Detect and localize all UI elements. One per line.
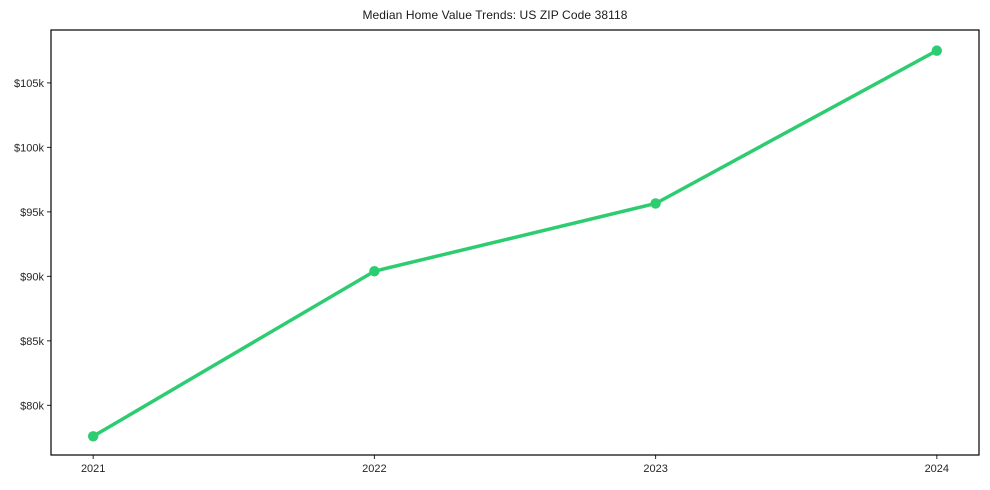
chart-title: Median Home Value Trends: US ZIP Code 38…	[362, 8, 628, 22]
y-tick-label: $85k	[20, 336, 44, 348]
x-tick-label: 2024	[925, 463, 949, 475]
x-tick-label: 2023	[643, 463, 667, 475]
plot-border	[50, 29, 980, 456]
y-tick-label: $105k	[14, 78, 44, 90]
x-tick-label: 2021	[81, 463, 105, 475]
y-tick-label: $90k	[20, 271, 44, 283]
data-point-marker	[369, 265, 380, 277]
data-point-marker	[87, 431, 99, 442]
data-point-marker	[650, 198, 661, 209]
x-tick-label: 2022	[362, 463, 386, 475]
y-tick-label: $80k	[20, 400, 44, 412]
data-point-marker	[931, 45, 943, 56]
y-tick-label: $100k	[14, 142, 44, 154]
y-tick-label: $95k	[20, 207, 44, 219]
series-line	[91, 48, 939, 439]
